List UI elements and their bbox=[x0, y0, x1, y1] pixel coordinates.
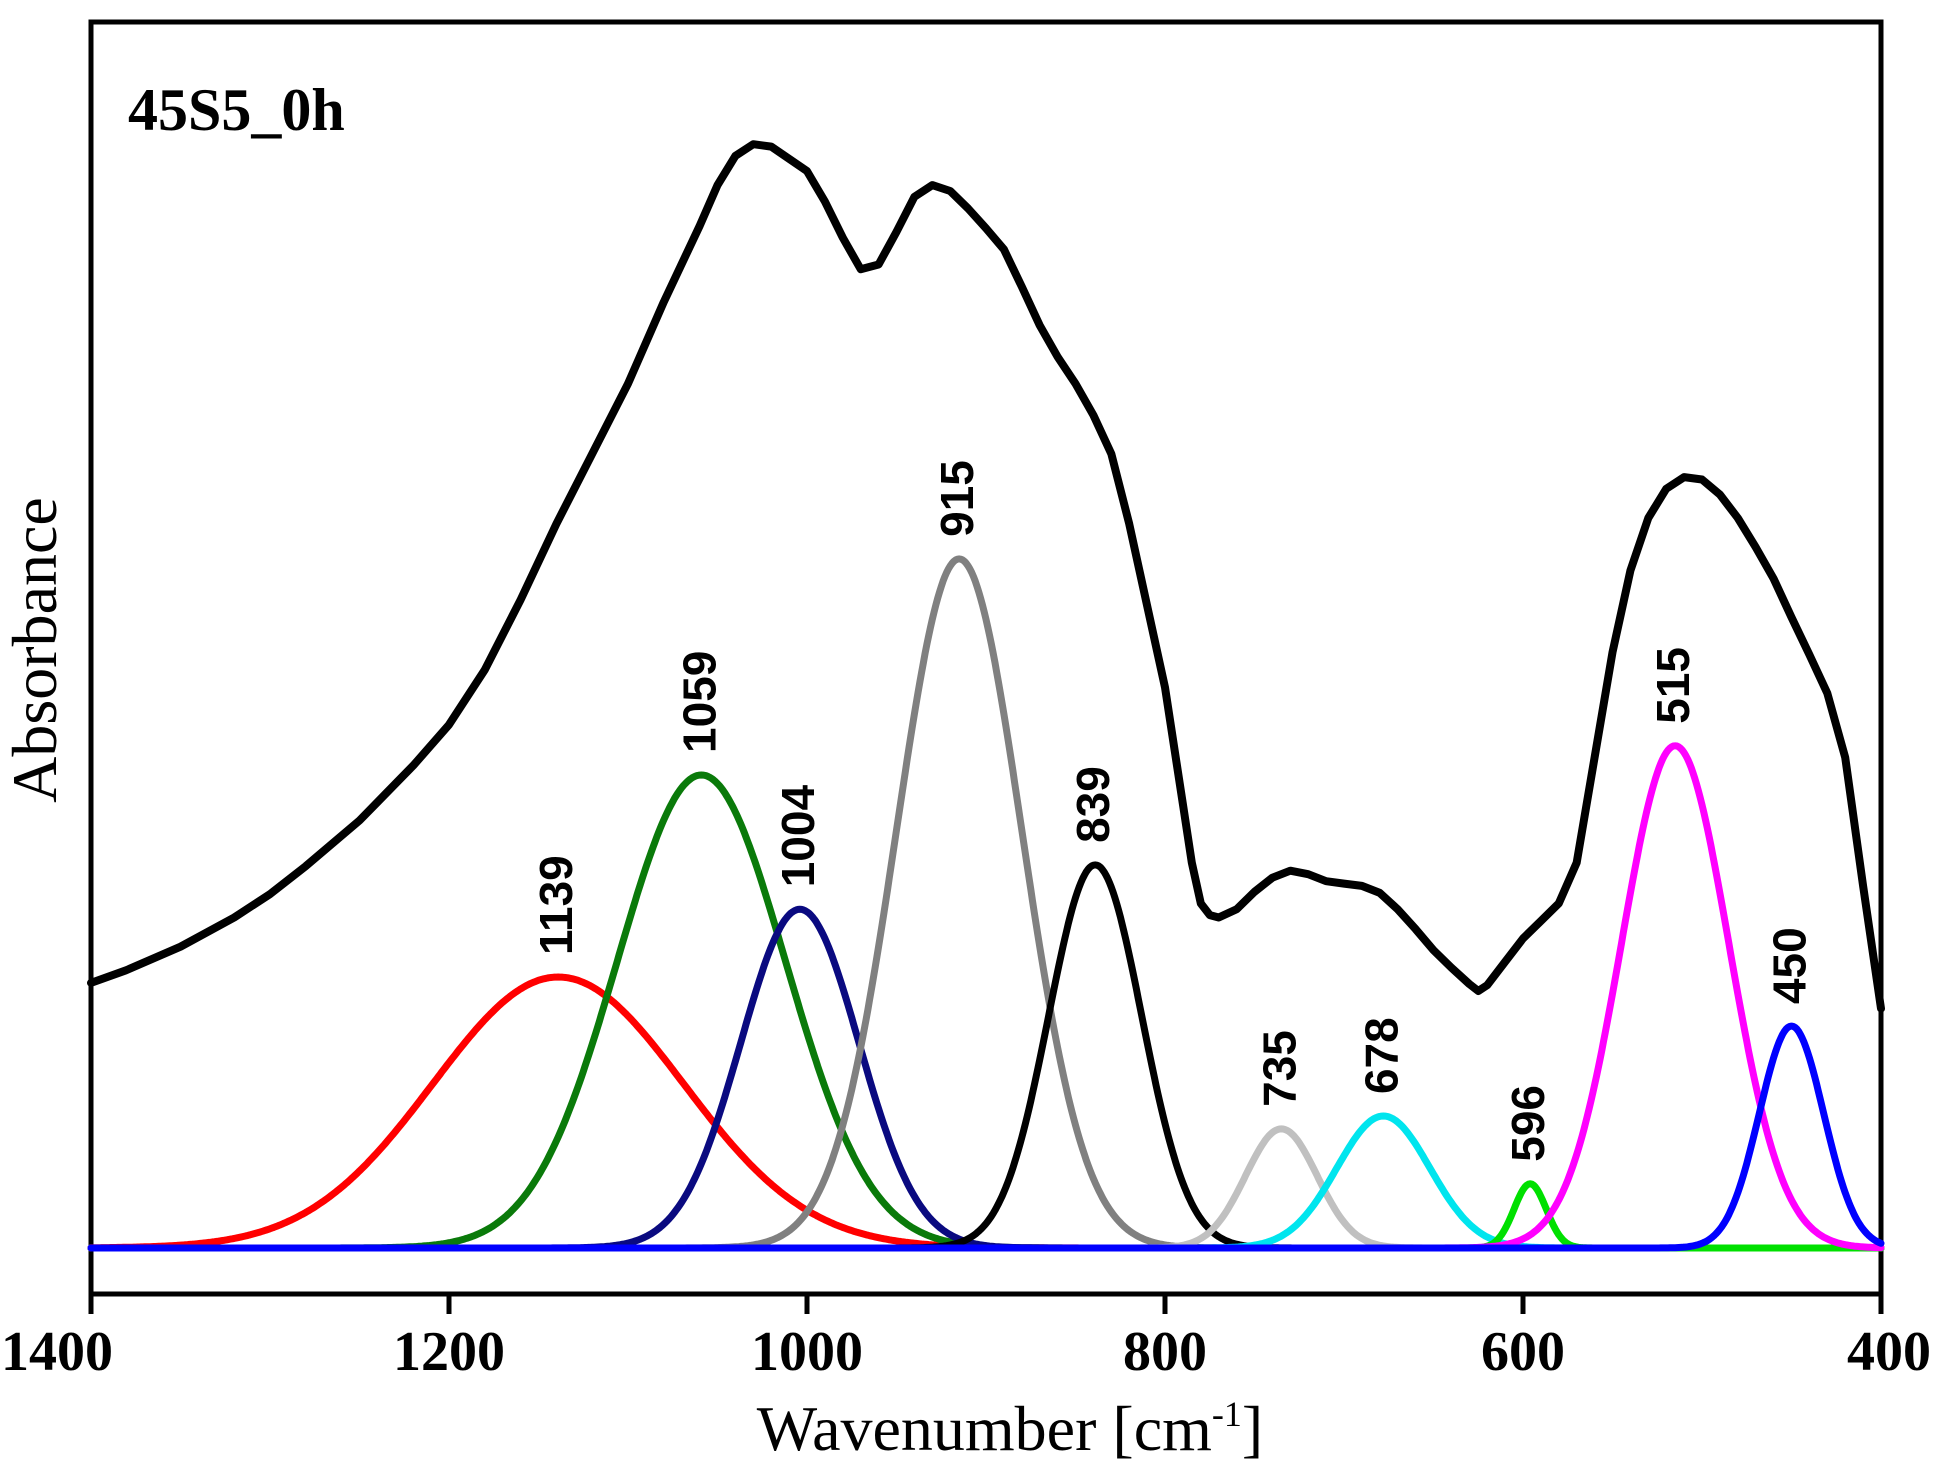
x-tick-label-1200: 1200 bbox=[393, 1321, 505, 1383]
peak-596-label: 596 bbox=[1502, 1085, 1554, 1162]
peak-1004-label: 1004 bbox=[772, 785, 824, 888]
x-axis-title-superscript: -1 bbox=[1212, 1394, 1242, 1434]
peak-735-label: 735 bbox=[1253, 1030, 1305, 1107]
x-tick-label-600: 600 bbox=[1481, 1321, 1565, 1383]
peak-1139-label: 1139 bbox=[530, 855, 582, 955]
x-axis-ticks: 1400 1200 1000 800 600 400 bbox=[1, 1294, 1931, 1383]
curves-group bbox=[87, 140, 1885, 1252]
y-axis-title: Absorbance bbox=[0, 497, 70, 803]
peak-450-curve bbox=[87, 1022, 1885, 1252]
peak-515-label: 515 bbox=[1647, 647, 1699, 724]
peak-1059-label: 1059 bbox=[673, 651, 725, 753]
x-tick-label-1400: 1400 bbox=[1, 1321, 113, 1383]
peak-450-label: 450 bbox=[1764, 927, 1816, 1004]
chart-title: 45S5_0h bbox=[128, 77, 345, 143]
x-tick-label-1000: 1000 bbox=[751, 1321, 863, 1383]
peak-915-label: 915 bbox=[931, 460, 983, 537]
x-axis-title-close: ] bbox=[1242, 1393, 1263, 1464]
peak-labels-group: 1139 1059 1004 915 839 735 678 596 515 450 bbox=[530, 460, 1815, 1162]
envelope-curve bbox=[87, 140, 1885, 1013]
peak-839-label: 839 bbox=[1067, 766, 1119, 843]
x-tick-label-400: 400 bbox=[1847, 1321, 1931, 1383]
x-tick-label-800: 800 bbox=[1123, 1321, 1207, 1383]
x-axis-title-main: Wavenumber [cm bbox=[757, 1393, 1212, 1464]
peak-678-label: 678 bbox=[1355, 1017, 1407, 1094]
x-axis-title: Wavenumber [cm-1] bbox=[757, 1393, 1263, 1464]
